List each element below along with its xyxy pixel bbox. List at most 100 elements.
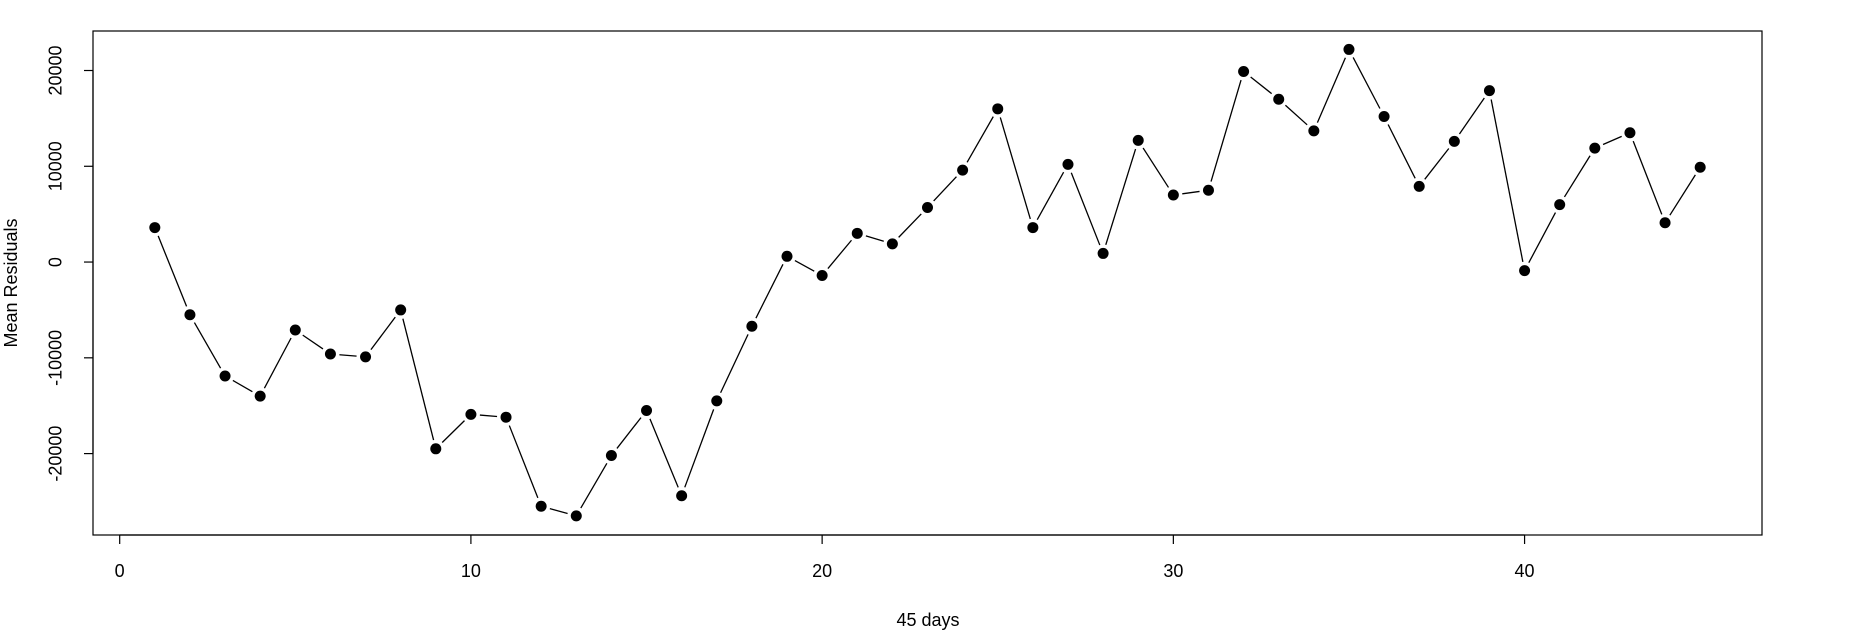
x-axis-label: 45 days <box>896 610 959 630</box>
connector <box>1352 57 1381 109</box>
point <box>500 411 512 423</box>
x-tick-label: 0 <box>115 561 125 581</box>
connector <box>865 235 884 242</box>
point <box>1062 158 1074 170</box>
connector <box>649 418 679 488</box>
point <box>465 408 477 420</box>
connector <box>1142 147 1170 188</box>
point <box>324 348 336 360</box>
connector <box>1105 148 1137 246</box>
connector <box>370 316 396 351</box>
connector <box>479 414 498 418</box>
y-tick-label: 10000 <box>46 141 66 191</box>
point <box>149 222 161 234</box>
connector <box>508 425 539 499</box>
connector <box>1602 135 1622 146</box>
connector <box>193 322 222 369</box>
point <box>1483 85 1495 97</box>
connector <box>1036 171 1065 221</box>
point <box>1167 189 1179 201</box>
point <box>1027 222 1039 234</box>
connector <box>441 420 465 443</box>
point <box>1554 199 1566 211</box>
connector <box>302 334 324 350</box>
point <box>1132 134 1144 146</box>
point <box>1343 43 1355 55</box>
plot-box <box>92 30 1763 536</box>
connector <box>898 213 922 238</box>
connector <box>999 117 1031 220</box>
point <box>816 269 828 281</box>
connector <box>755 264 784 319</box>
point <box>360 351 372 363</box>
point <box>1202 184 1214 196</box>
point <box>254 390 266 402</box>
point <box>570 510 582 522</box>
point <box>1519 265 1531 277</box>
connector <box>1424 148 1450 180</box>
point <box>1238 65 1250 77</box>
connector <box>1563 155 1591 198</box>
connector <box>684 409 715 488</box>
point <box>1273 93 1285 105</box>
connector <box>157 235 188 307</box>
connector <box>1528 212 1557 264</box>
y-tick-label: 20000 <box>46 45 66 95</box>
point <box>922 201 933 213</box>
connector <box>1284 104 1308 126</box>
point <box>219 370 231 382</box>
point <box>184 309 196 321</box>
connector <box>402 318 435 441</box>
point <box>1589 142 1601 154</box>
connector <box>549 508 568 515</box>
point <box>711 395 723 407</box>
point <box>289 324 301 336</box>
point <box>851 227 863 239</box>
point <box>535 500 547 512</box>
connector <box>1669 174 1696 216</box>
point <box>1448 135 1460 147</box>
connector <box>933 176 957 202</box>
connector <box>263 337 292 389</box>
point <box>641 404 653 416</box>
connector <box>232 379 253 393</box>
point <box>676 490 688 502</box>
connector <box>339 354 357 357</box>
y-tick-label: -20000 <box>46 426 66 482</box>
connector <box>1387 124 1416 179</box>
x-tick-label: 30 <box>1163 561 1183 581</box>
connector <box>794 260 815 272</box>
point <box>1308 125 1320 137</box>
point <box>1624 127 1636 139</box>
point <box>1413 180 1425 192</box>
connector <box>1182 190 1200 195</box>
connector <box>1632 140 1663 215</box>
connector <box>720 334 749 394</box>
point <box>746 320 758 332</box>
x-tick-label: 40 <box>1515 561 1535 581</box>
x-tick-label: 20 <box>812 561 832 581</box>
point <box>1097 247 1109 259</box>
point <box>605 450 617 462</box>
connector <box>966 116 994 163</box>
y-tick-label: -10000 <box>46 330 66 386</box>
connector <box>616 417 642 449</box>
connector <box>1316 57 1346 123</box>
connector <box>827 239 852 269</box>
y-tick-label: 0 <box>46 257 66 267</box>
connector <box>1210 79 1242 182</box>
connector <box>1070 172 1101 246</box>
point <box>886 238 898 250</box>
connector <box>1250 76 1273 95</box>
x-tick-label: 10 <box>461 561 481 581</box>
y-axis-label: Mean Residuals <box>1 218 21 347</box>
point <box>395 304 407 316</box>
connector <box>1458 97 1485 135</box>
point <box>1659 217 1671 229</box>
point <box>1378 110 1390 122</box>
point <box>957 164 969 176</box>
connector <box>1490 99 1524 262</box>
point <box>1694 161 1706 173</box>
connector <box>580 462 608 509</box>
